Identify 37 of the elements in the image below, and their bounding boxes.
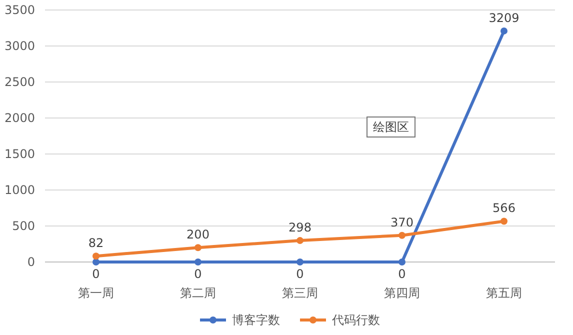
data-label: 0: [398, 267, 406, 281]
point: [296, 258, 304, 266]
y-tick-label: 2500: [4, 75, 35, 89]
data-label: 298: [288, 220, 312, 235]
point: [398, 232, 406, 239]
data-label: 0: [296, 267, 304, 281]
y-tick-label: 3500: [4, 3, 35, 17]
y-tick-label: 2000: [4, 111, 35, 125]
point: [194, 244, 202, 252]
annotation: 绘图区: [366, 116, 416, 138]
point: [194, 258, 202, 266]
legend-label: 博客字数: [232, 313, 280, 327]
data-label: 370: [390, 215, 414, 230]
x-tick-label: 第四周: [384, 286, 420, 300]
point: [500, 218, 508, 225]
x-tick-label: 第五周: [486, 286, 522, 300]
y-tick-label: 1500: [4, 147, 35, 161]
x-tick-label: 第二周: [180, 286, 216, 300]
y-tick-label: 1000: [4, 183, 35, 197]
data-label: 0: [194, 267, 202, 281]
data-label: 82: [88, 236, 104, 250]
x-tick-label: 第三周: [282, 286, 318, 300]
data-label: 200: [186, 228, 210, 242]
data-label: 566: [492, 201, 516, 216]
data-label: 3209: [488, 10, 520, 25]
y-tick-label: 0: [27, 255, 35, 269]
point: [398, 258, 406, 266]
point: [296, 237, 304, 244]
legend-label: 代码行数: [331, 313, 380, 327]
point: [500, 27, 508, 34]
point: [92, 252, 100, 260]
x-tick-label: 第一周: [78, 286, 114, 300]
y-tick-label: 3000: [4, 39, 35, 53]
data-label: 0: [92, 267, 100, 281]
annotation: 绘图区: [373, 120, 409, 134]
y-tick-label: 500: [12, 219, 35, 233]
point: [92, 258, 100, 266]
